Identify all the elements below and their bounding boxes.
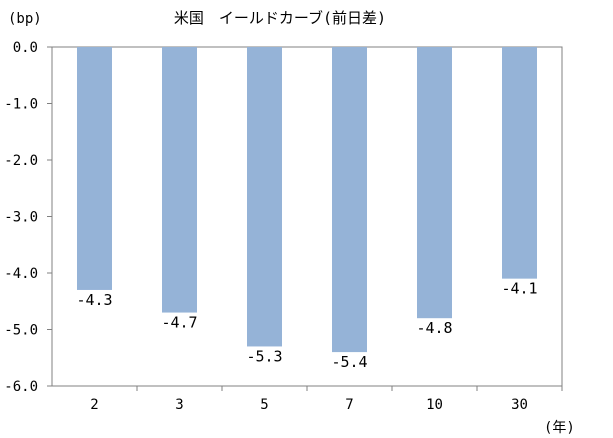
x-tick-label: 5	[260, 397, 268, 413]
bar	[77, 47, 112, 290]
y-tick-label: -1.0	[4, 97, 38, 113]
bar	[502, 47, 537, 279]
bar-value-label: -4.1	[501, 280, 537, 298]
bar-value-label: -4.8	[416, 319, 452, 337]
x-axis-unit-label: (年)	[544, 420, 575, 436]
y-tick-label: -4.0	[4, 266, 38, 282]
y-tick-label: -5.0	[4, 323, 38, 339]
x-tick-label: 7	[345, 397, 353, 413]
y-tick-label: -6.0	[4, 379, 38, 395]
bar	[247, 47, 282, 347]
y-axis-unit-label: (bp)	[8, 11, 42, 27]
x-tick-label: 10	[426, 397, 443, 413]
plot-frame	[51, 46, 563, 387]
x-tick-label: 3	[175, 397, 183, 413]
bar-value-label: -5.3	[246, 347, 282, 365]
y-tick-label: -3.0	[4, 210, 38, 226]
chart-title: 米国 イールドカーブ(前日差)	[174, 9, 386, 27]
bar	[332, 47, 367, 353]
bar	[417, 47, 452, 319]
y-tick-label: -2.0	[4, 153, 38, 169]
x-tick-label: 2	[90, 397, 98, 413]
bar-value-label: -4.3	[76, 291, 112, 309]
bar	[162, 47, 197, 313]
y-tick-label: 0.0	[13, 40, 38, 56]
x-tick-label: 30	[511, 397, 528, 413]
plot-area: 0.0 -1.0 -2.0 -3.0 -4.0 -5.0 -6.0 -4.3 2 -4.7 3 -5.…	[4, 40, 563, 413]
bar-value-label: -4.7	[161, 314, 197, 332]
bar-value-label: -5.4	[331, 353, 367, 371]
